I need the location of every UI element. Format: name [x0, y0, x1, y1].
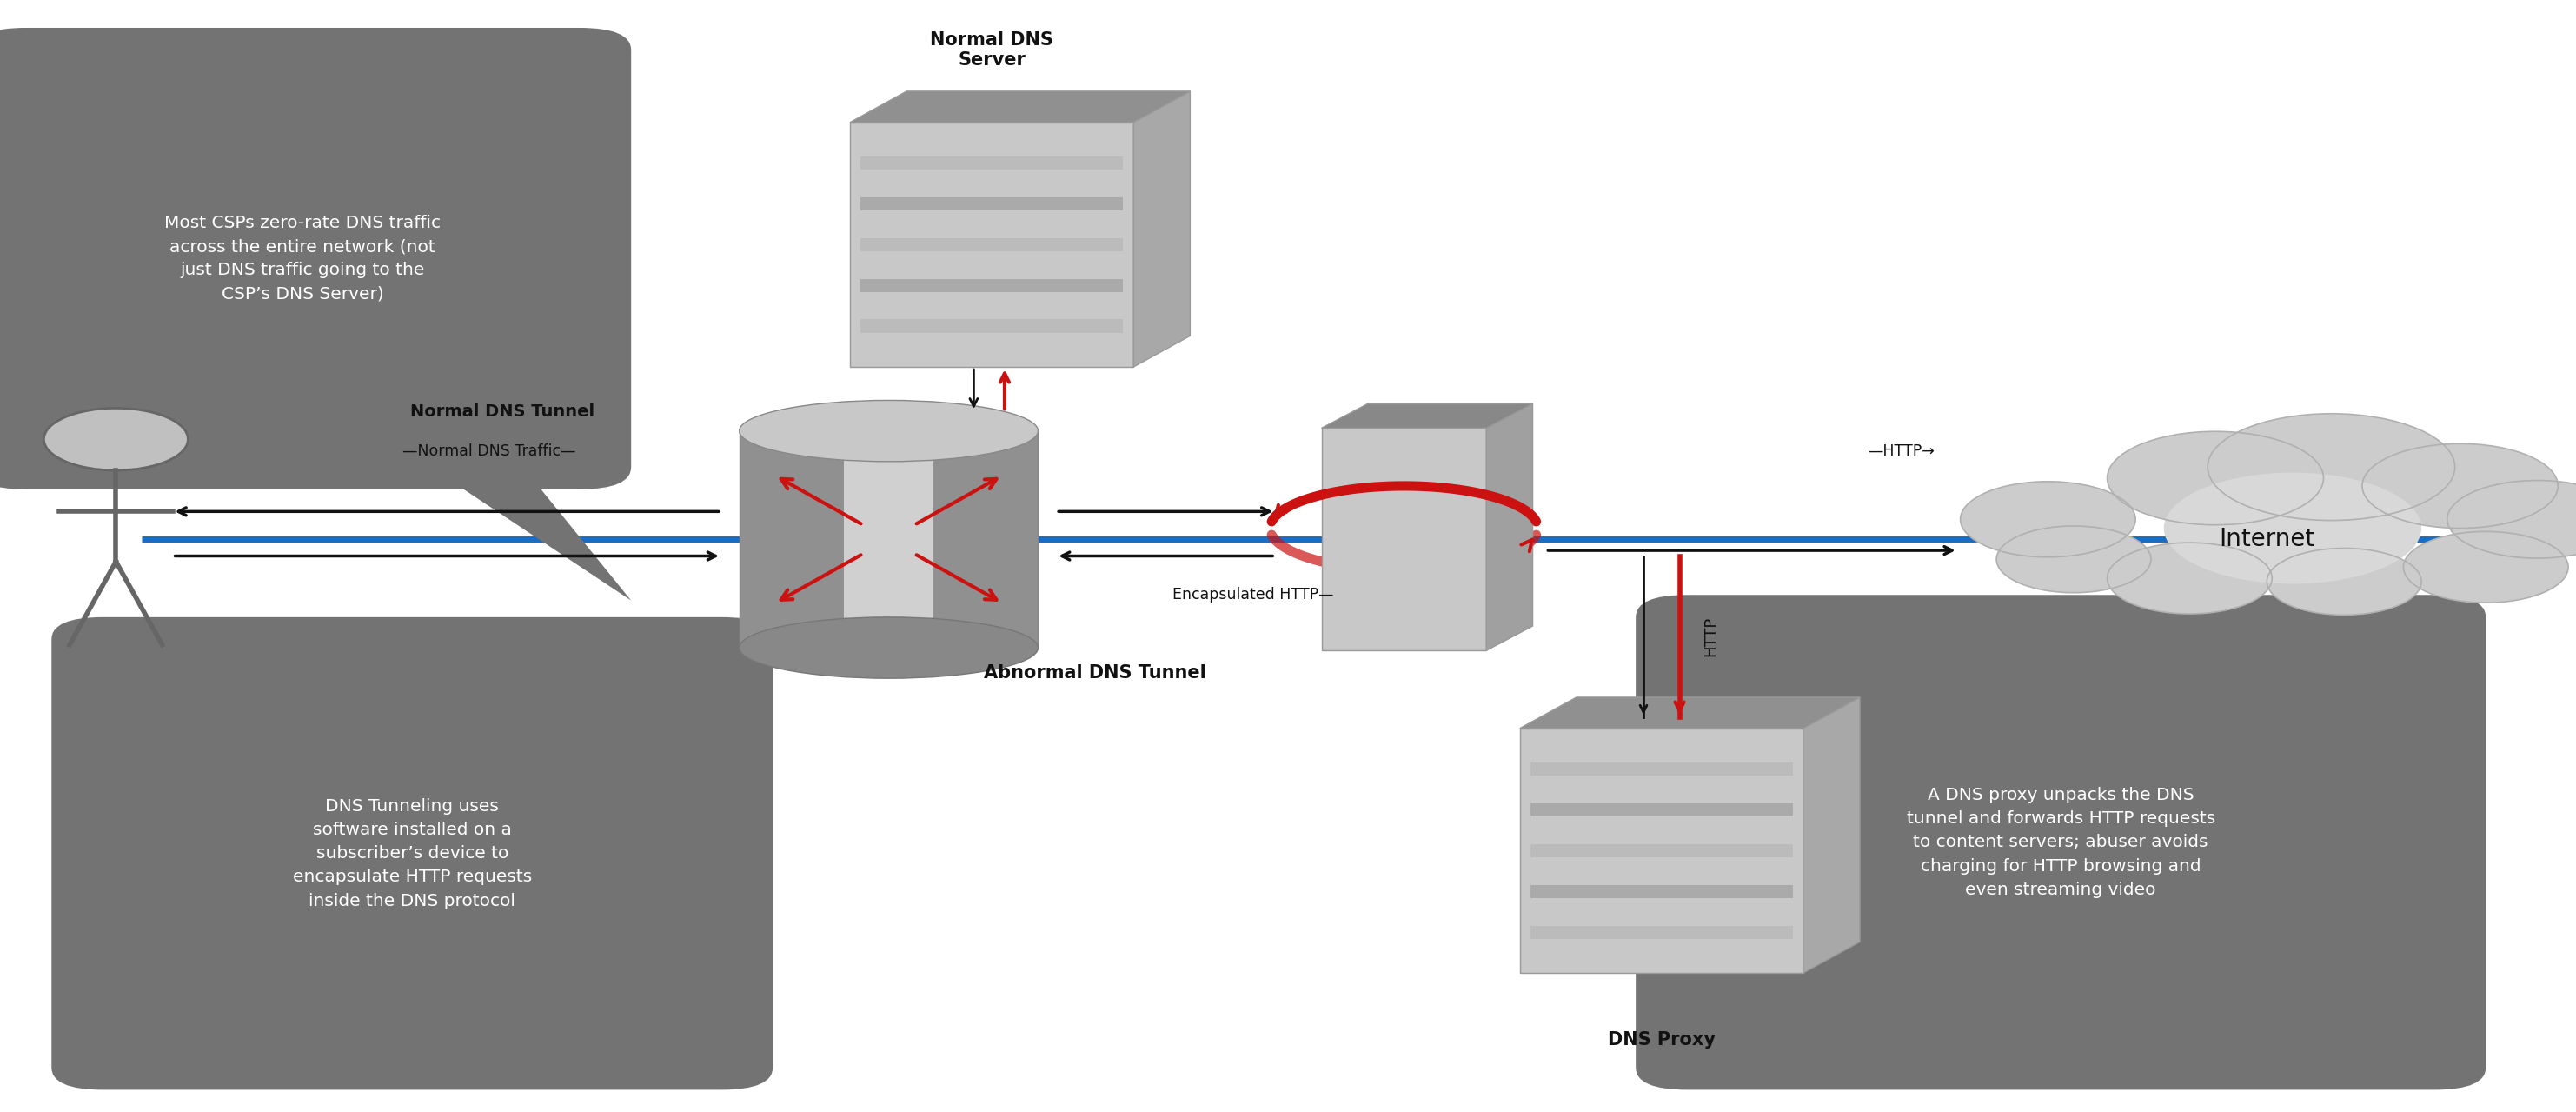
Polygon shape [860, 157, 1123, 170]
FancyBboxPatch shape [1636, 595, 2486, 1090]
Polygon shape [1133, 91, 1190, 367]
Text: Normal DNS Tunnel: Normal DNS Tunnel [410, 404, 595, 419]
Polygon shape [860, 197, 1123, 210]
Circle shape [2107, 431, 2324, 525]
Polygon shape [507, 628, 773, 1068]
Circle shape [2267, 548, 2421, 615]
FancyBboxPatch shape [52, 617, 773, 1090]
Circle shape [2164, 473, 2421, 584]
Polygon shape [1520, 728, 1803, 973]
Text: —Normal DNS Traffic—: —Normal DNS Traffic— [402, 444, 577, 459]
Circle shape [44, 408, 188, 470]
Ellipse shape [739, 617, 1038, 678]
Text: DNS Tunneling uses
software installed on a
subscriber’s device to
encapsulate HT: DNS Tunneling uses software installed on… [294, 797, 531, 910]
Polygon shape [1520, 697, 1860, 728]
Text: —HTTP→: —HTTP→ [1868, 444, 1935, 459]
Text: Internet: Internet [2218, 527, 2316, 552]
Polygon shape [739, 430, 845, 647]
Polygon shape [860, 238, 1123, 251]
Polygon shape [1486, 404, 1533, 651]
Text: A DNS proxy unpacks the DNS
tunnel and forwards HTTP requests
to content servers: A DNS proxy unpacks the DNS tunnel and f… [1906, 786, 2215, 898]
FancyBboxPatch shape [0, 28, 631, 489]
Polygon shape [1687, 612, 1901, 617]
Circle shape [2208, 414, 2455, 520]
Polygon shape [1530, 885, 1793, 898]
Polygon shape [1803, 697, 1860, 973]
Ellipse shape [739, 400, 1038, 461]
Circle shape [2447, 480, 2576, 558]
Polygon shape [850, 91, 1190, 122]
Text: Encapsulated HTTP—: Encapsulated HTTP— [1172, 587, 1334, 603]
Circle shape [1996, 526, 2151, 593]
Text: Most CSPs zero-rate DNS traffic
across the entire network (not
just DNS traffic : Most CSPs zero-rate DNS traffic across t… [165, 215, 440, 302]
Polygon shape [1530, 844, 1793, 857]
Circle shape [1960, 481, 2136, 557]
Polygon shape [1530, 763, 1793, 776]
Polygon shape [850, 122, 1133, 367]
Polygon shape [1530, 925, 1793, 939]
Polygon shape [845, 430, 933, 647]
Text: Normal DNS
Server: Normal DNS Server [930, 31, 1054, 69]
Circle shape [2107, 543, 2272, 614]
Circle shape [2362, 444, 2558, 528]
Text: HTTP: HTTP [1703, 616, 1718, 657]
Polygon shape [860, 279, 1123, 292]
Text: Abnormal DNS Tunnel: Abnormal DNS Tunnel [984, 664, 1206, 682]
Polygon shape [1530, 803, 1793, 816]
Polygon shape [860, 319, 1123, 332]
Polygon shape [1321, 404, 1533, 428]
Polygon shape [933, 430, 1038, 647]
Text: DNS Proxy: DNS Proxy [1607, 1031, 1716, 1049]
Polygon shape [1321, 428, 1486, 651]
Polygon shape [430, 467, 631, 600]
Circle shape [2403, 532, 2568, 603]
